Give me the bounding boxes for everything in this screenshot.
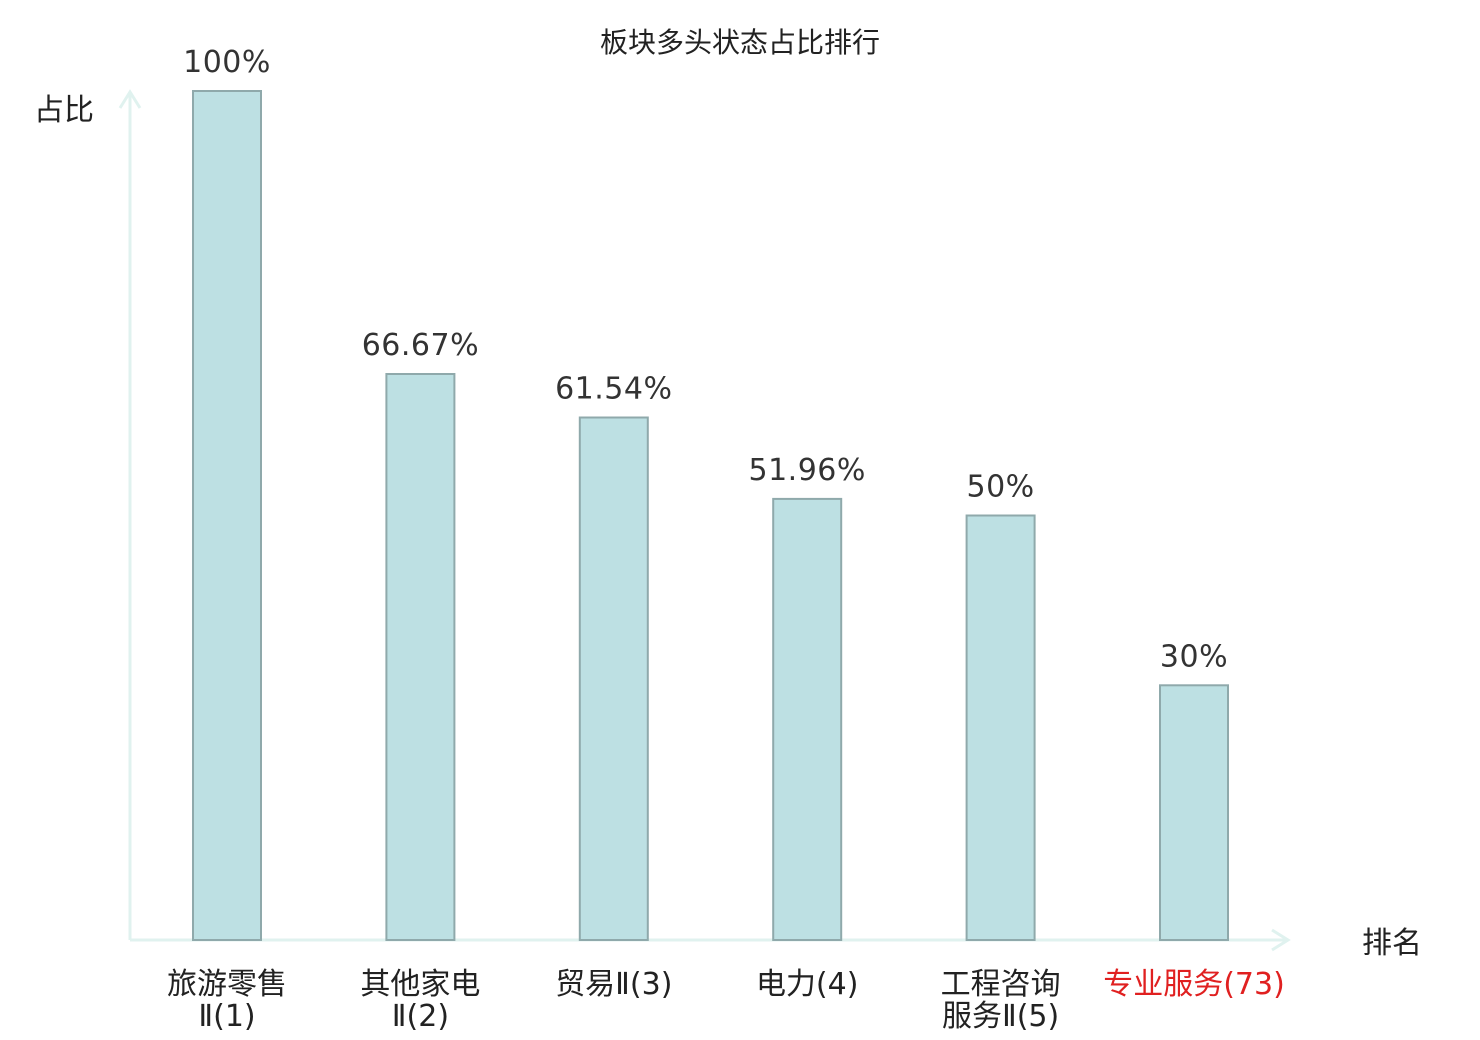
x-tick-label: 其他家电 Ⅱ(2) bbox=[360, 967, 480, 1034]
x-tick-label-line: Ⅱ(1) bbox=[198, 999, 255, 1034]
x-axis-label: 排名 bbox=[1362, 926, 1422, 961]
bar bbox=[965, 514, 1036, 941]
x-tick-label-line: 专业服务(73) bbox=[1103, 967, 1285, 1002]
x-tick-label-line: 其他家电 bbox=[360, 967, 480, 1002]
x-tick-label: 工程咨询服务Ⅱ(5) bbox=[941, 967, 1061, 1034]
x-tick-label-line: 服务Ⅱ(5) bbox=[942, 999, 1059, 1034]
bar-value-label: 50% bbox=[967, 470, 1035, 505]
bar bbox=[578, 416, 649, 941]
x-tick-label: 贸易Ⅱ(3) bbox=[555, 967, 672, 1002]
x-tick-label-line: 旅游零售 bbox=[167, 967, 287, 1002]
x-axis-arrow-icon bbox=[1271, 928, 1291, 952]
x-tick-label: 电力(4) bbox=[756, 967, 859, 1002]
bar bbox=[772, 497, 843, 941]
bar-value-label: 100% bbox=[183, 45, 271, 80]
value-labels-group: 100% 66.67% 61.54% 51.96% 50% 30% bbox=[183, 45, 1228, 674]
x-tick-label: 专业服务(73) bbox=[1103, 967, 1285, 1002]
axes bbox=[118, 89, 1291, 952]
bar bbox=[192, 90, 262, 941]
bar-value-label: 61.54% bbox=[555, 372, 672, 407]
bar-value-label: 30% bbox=[1160, 639, 1228, 674]
x-tick-label: 旅游零售 Ⅱ(1) bbox=[167, 967, 287, 1034]
bar bbox=[385, 373, 456, 941]
y-axis-arrow-icon bbox=[118, 89, 142, 109]
x-tick-label-line: Ⅱ(2) bbox=[392, 999, 449, 1034]
bar bbox=[1159, 684, 1229, 941]
y-axis-label: 占比 bbox=[34, 93, 94, 128]
x-tick-label-line: 贸易Ⅱ(3) bbox=[555, 967, 672, 1002]
chart-title: 板块多头状态占比排行 bbox=[600, 26, 880, 59]
bars-group bbox=[192, 90, 1229, 941]
bar-value-label: 66.67% bbox=[362, 328, 479, 363]
x-tick-label-line: 电力(4) bbox=[756, 967, 859, 1002]
x-tick-label-line: 工程咨询 bbox=[941, 967, 1061, 1002]
bar-value-label: 51.96% bbox=[749, 453, 866, 488]
x-tick-labels-group: 旅游零售 Ⅱ(1) 其他家电 Ⅱ(2) 贸易Ⅱ(3) 电力(4) 工程咨询服务Ⅱ(5) 专业服… bbox=[167, 967, 1285, 1034]
